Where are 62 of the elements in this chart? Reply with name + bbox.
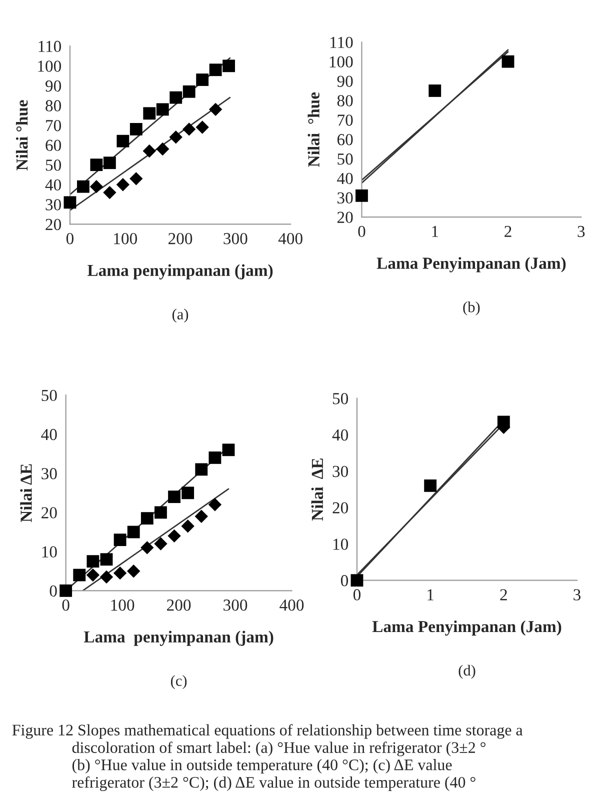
x-tick-label: 400	[280, 600, 304, 611]
x-axis-title: Lama Penyimpanan (Jam)	[372, 620, 562, 636]
x-tick-label: 0	[358, 226, 366, 238]
text: (c)	[170, 675, 187, 690]
x-axis-title: Lama Penyimpanan (Jam)	[376, 257, 566, 272]
y-axis-title: Nilai ΔE	[311, 458, 324, 521]
x-tick-label: 0	[66, 233, 74, 244]
y-tick-label: 100	[38, 60, 62, 72]
y-tick-label: 40	[332, 429, 348, 441]
x-tick-label: 100	[114, 233, 137, 244]
y-tick-label: 30	[46, 199, 62, 210]
text: (a)	[172, 308, 188, 323]
x-tick-label: 200	[168, 233, 192, 244]
x-tick-label: 400	[278, 233, 302, 244]
x-axis-title: Lama penyimpanan (jam)	[87, 264, 273, 280]
y-tick-label: 30	[42, 468, 57, 480]
y-tick-label: 40	[41, 428, 57, 440]
y-tick-label: 80	[46, 100, 62, 112]
y-tick-label: 30	[332, 466, 348, 478]
y-tick-label: 100	[330, 56, 353, 68]
y-tick-label: 30	[338, 192, 353, 204]
y-tick-label: 80	[337, 95, 353, 106]
y-tick-label: 70	[338, 114, 353, 126]
y-tick-label: 110	[330, 36, 353, 48]
x-tick-label: 0	[62, 600, 70, 611]
y-tick-label: 60	[337, 134, 353, 146]
y-tick-label: 40	[337, 172, 353, 184]
y-tick-label: 50	[338, 153, 353, 165]
y-tick-label: 20	[337, 212, 353, 223]
x-tick-label: 200	[167, 600, 191, 611]
x-tick-label: 2	[500, 589, 507, 600]
y-tick-label: 90	[337, 76, 353, 87]
x-tick-label: 3	[578, 226, 585, 238]
x-tick-label: 1	[428, 589, 434, 600]
x-axis-title: Lama penyimpanan (jam)	[84, 630, 274, 646]
y-tick-label: 10	[42, 546, 57, 558]
x-tick-label: 300	[224, 233, 248, 244]
y-tick-label: 90	[46, 80, 62, 92]
y-tick-label: 40	[45, 179, 62, 191]
y-tick-label: 20	[46, 218, 62, 230]
y-tick-label: 50	[332, 392, 348, 404]
y-tick-label: 10	[333, 538, 348, 550]
y-tick-label: 50	[46, 160, 62, 171]
x-tick-label: 1	[432, 226, 438, 237]
x-tick-label: 2	[504, 226, 512, 237]
y-tick-label: 60	[46, 140, 62, 151]
y-tick-label: 20	[42, 507, 57, 518]
y-tick-label: 110	[38, 40, 62, 52]
y-axis-title: Nilai ΔE	[20, 464, 32, 522]
text: (b)	[463, 302, 480, 316]
x-tick-label: 300	[224, 600, 248, 611]
y-tick-label: 0	[340, 575, 348, 586]
y-tick-label: 20	[332, 502, 348, 514]
x-tick-label: 0	[353, 589, 361, 600]
y-axis-title: Nilai °hue	[308, 92, 320, 167]
caption: Figure 12 Slopes mathematical equations of relationship between time storage a discoloration of smart label: (a) °Hue value in refrigerator (3±2 ° (b) °Hue value in outside temperature (40 °C); (c) ΔE value refrigerator (3±2 °C); (d) ΔE value in outside temperature (40 °	[12, 724, 523, 792]
text: (d)	[458, 664, 476, 679]
y-tick-label: 70	[46, 120, 62, 132]
y-axis-title: Nilai °hue	[16, 100, 28, 170]
x-tick-label: 3	[574, 589, 581, 600]
y-tick-label: 50	[42, 390, 57, 402]
x-tick-label: 100	[111, 600, 134, 611]
